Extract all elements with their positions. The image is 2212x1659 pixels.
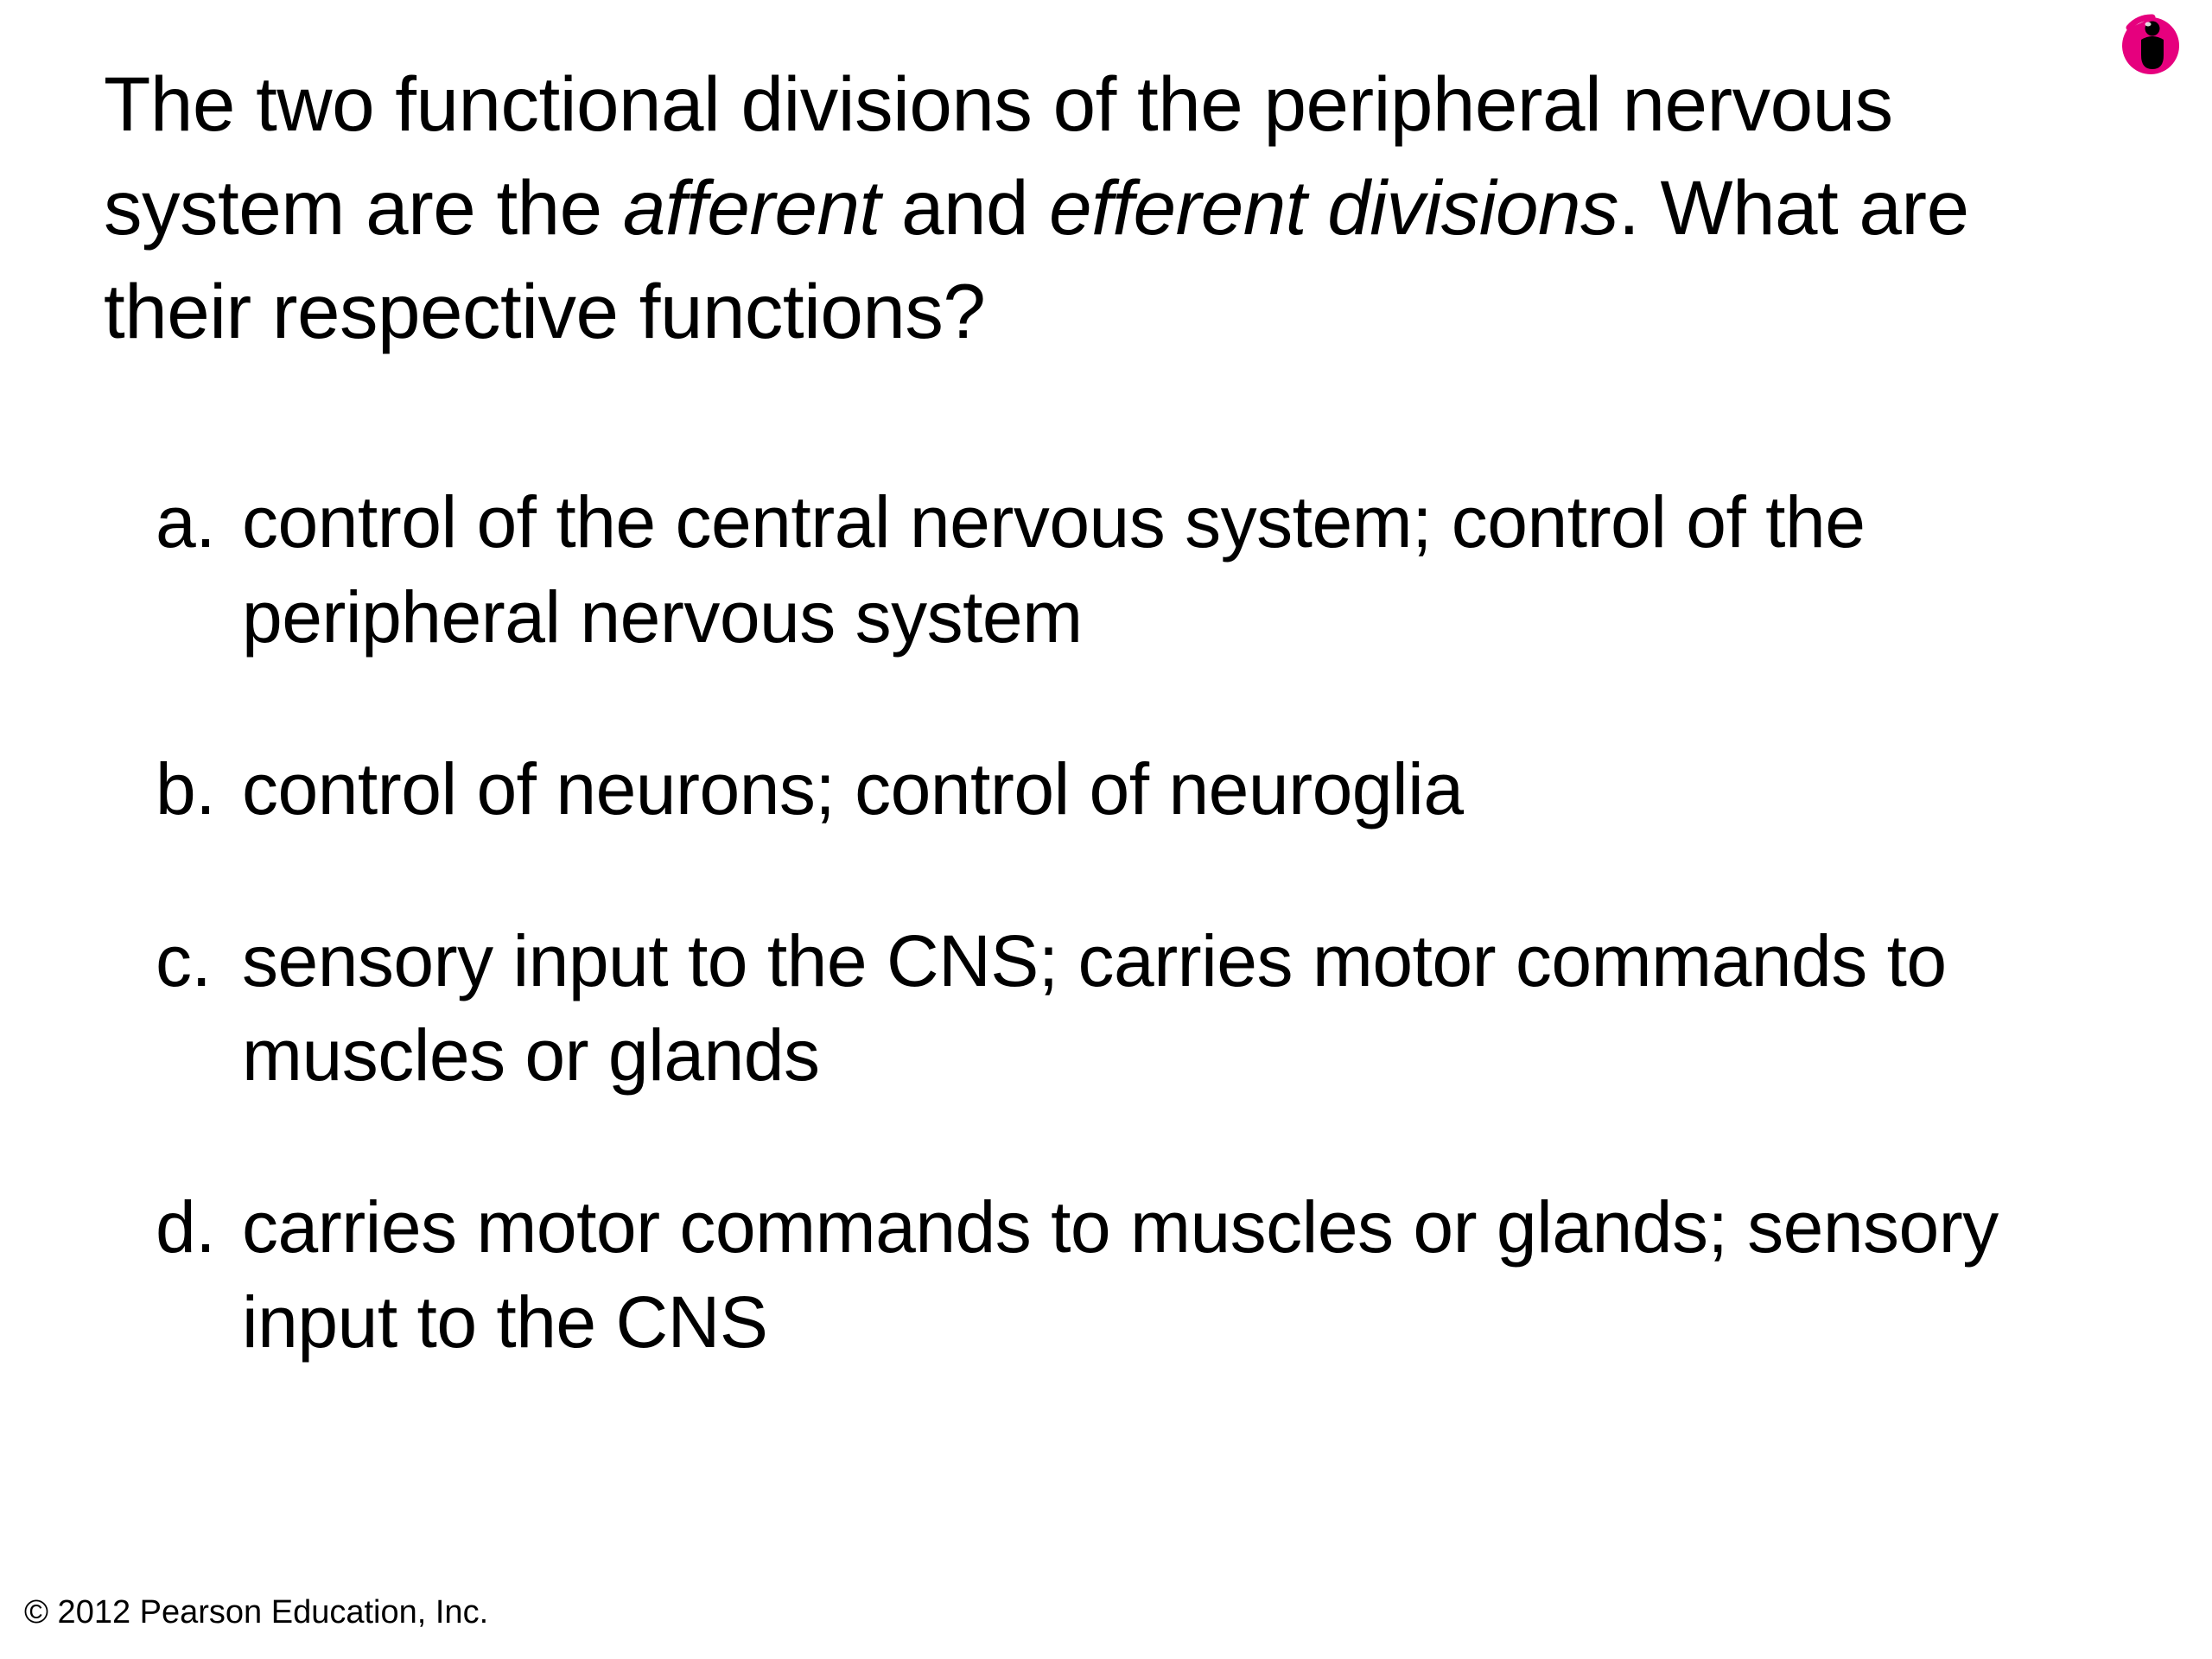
options-list: a. control of the central nervous system… bbox=[104, 475, 2108, 1369]
question-italic2: efferent divisions bbox=[1049, 164, 1618, 251]
option-letter: c. bbox=[156, 914, 242, 1103]
question-part2: and bbox=[880, 164, 1049, 251]
option-letter: b. bbox=[156, 742, 242, 836]
question-italic1: afferent bbox=[623, 164, 880, 251]
option-b: b. control of neurons; control of neurog… bbox=[156, 742, 2108, 836]
option-text: control of the central nervous system; c… bbox=[242, 475, 2108, 664]
option-a: a. control of the central nervous system… bbox=[156, 475, 2108, 664]
clicker-logo-icon bbox=[2119, 12, 2186, 79]
option-text: sensory input to the CNS; carries motor … bbox=[242, 914, 2108, 1103]
copyright-text: © 2012 Pearson Education, Inc. bbox=[24, 1594, 488, 1631]
option-text: carries motor commands to muscles or gla… bbox=[242, 1180, 2108, 1369]
option-text: control of neurons; control of neuroglia bbox=[242, 742, 2108, 836]
option-letter: a. bbox=[156, 475, 242, 664]
option-letter: d. bbox=[156, 1180, 242, 1369]
option-d: d. carries motor commands to muscles or … bbox=[156, 1180, 2108, 1369]
slide: The two functional divisions of the peri… bbox=[0, 0, 2212, 1659]
question-text: The two functional divisions of the peri… bbox=[104, 52, 2108, 363]
option-c: c. sensory input to the CNS; carries mot… bbox=[156, 914, 2108, 1103]
